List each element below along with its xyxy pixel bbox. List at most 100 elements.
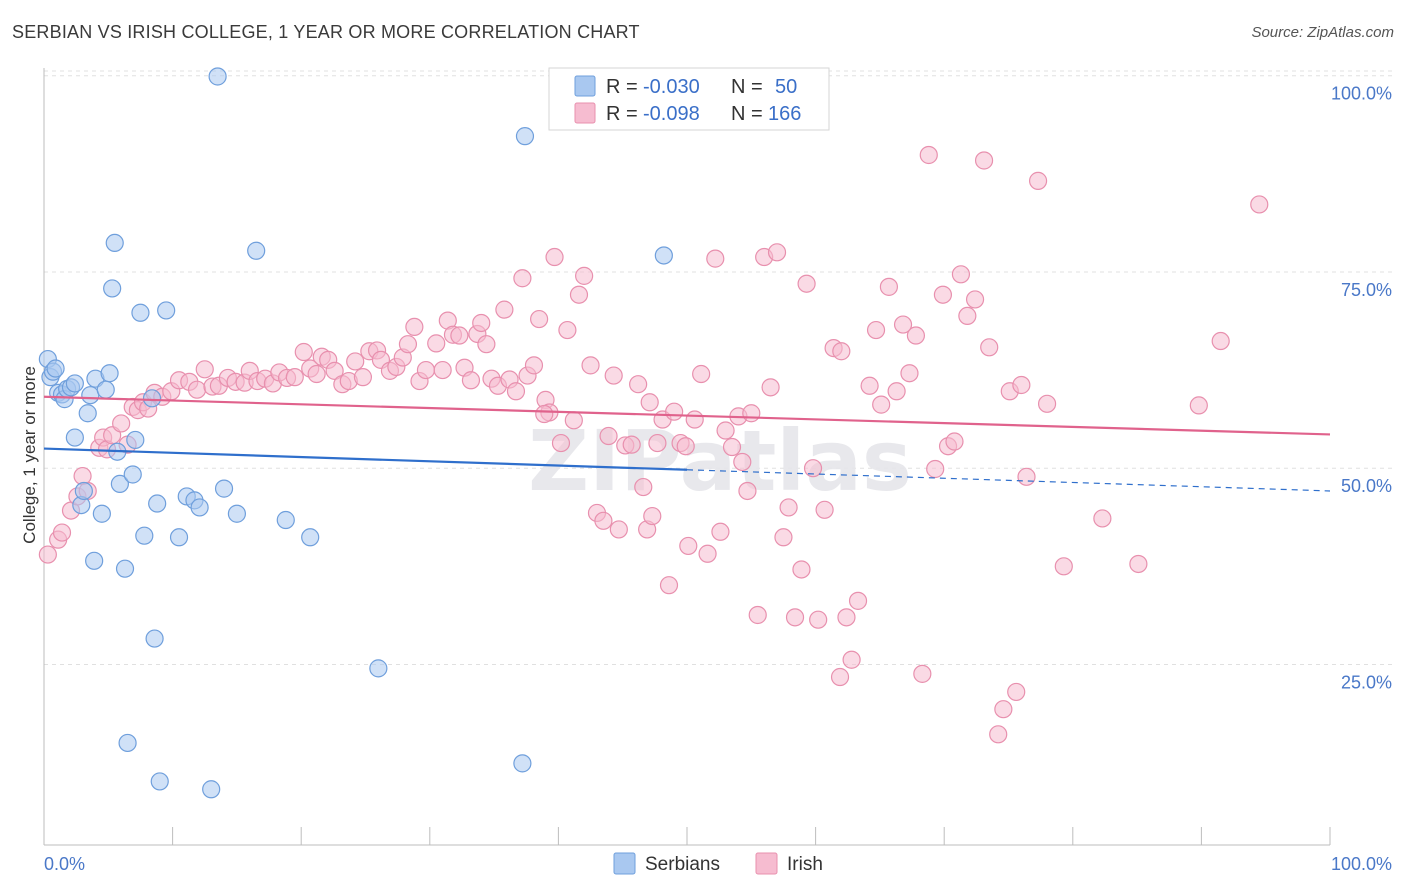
irish-point (965, 290, 985, 309)
irish-points (38, 145, 1269, 744)
irish-point (643, 506, 662, 526)
irish-point (325, 361, 344, 380)
irish-point (575, 266, 594, 285)
irish-point (945, 432, 964, 451)
irish-point (495, 300, 514, 319)
irish-point (659, 576, 679, 595)
irish-point (599, 426, 618, 446)
stats-legend: R = -0.030 N = 50 R = -0.098 N = 166 (548, 67, 830, 131)
irish-point (748, 605, 767, 625)
serbian-point (110, 474, 129, 493)
trend-lines (43, 395, 1331, 492)
irish-point (913, 664, 932, 683)
irish-point (919, 145, 938, 165)
irish-point (604, 366, 623, 385)
irish-point (785, 608, 805, 627)
irish-point (665, 402, 684, 421)
serbian-point (103, 279, 122, 298)
serbian-point (150, 772, 169, 791)
bottom-legend-swatch-irish (755, 852, 778, 875)
legend-swatch-serbians (574, 75, 596, 97)
irish-point (450, 326, 469, 345)
irish-point (1250, 195, 1269, 214)
irish-point (594, 511, 613, 530)
bottom-legend-irish: Irish (787, 854, 823, 875)
serbian-point (214, 479, 234, 498)
bottom-legend-swatch-serbians (613, 852, 636, 875)
irish-point (958, 306, 977, 326)
irish-point (187, 380, 207, 399)
serbian-point (115, 559, 135, 578)
serbian-point (92, 504, 111, 523)
irish-point (1017, 467, 1036, 486)
serbian-point (369, 659, 388, 678)
irish-point (738, 481, 757, 501)
irish-point (513, 269, 532, 288)
irish-point (346, 352, 365, 371)
irish-point (832, 342, 851, 361)
irish-point (195, 360, 214, 379)
irish-point (879, 277, 899, 296)
irish-point (294, 342, 313, 362)
irish-point (926, 459, 945, 479)
irish-point (906, 326, 926, 345)
irish-point (815, 500, 834, 519)
irish-point (848, 591, 868, 610)
legend-swatch-irish (574, 102, 596, 124)
y-tick-label: 25.0% (1341, 672, 1392, 692)
y-tick-label: 75.0% (1341, 280, 1392, 300)
irish-point (1093, 509, 1112, 528)
irish-point (872, 395, 891, 414)
irish-point (477, 335, 496, 354)
serbian-point (131, 303, 150, 322)
serbian-point (208, 67, 227, 86)
irish-point (506, 382, 526, 401)
irish-point (648, 433, 667, 453)
irish-point (698, 544, 717, 563)
irish-point (581, 356, 600, 375)
irish-point (1037, 394, 1057, 413)
irish-point (792, 560, 811, 579)
serbian-point (74, 481, 93, 501)
serbians-trend-extension (686, 469, 1331, 492)
irish-point (112, 414, 131, 433)
serbian-point (148, 494, 167, 513)
chart-title: SERBIAN VS IRISH COLLEGE, 1 YEAR OR MORE… (12, 22, 640, 42)
irish-point (779, 498, 798, 517)
axes (43, 68, 1331, 846)
serbian-point (145, 629, 164, 648)
irish-point (524, 356, 544, 375)
irish-point (692, 364, 711, 384)
irish-point (774, 528, 793, 547)
irish-point (989, 725, 1008, 744)
serbian-point (123, 465, 142, 484)
serbian-point (247, 241, 266, 260)
legend-r-value: -0.098 (643, 103, 700, 125)
irish-point (427, 334, 446, 353)
serbian-point (135, 526, 154, 545)
irish-point (767, 243, 787, 262)
irish-point (353, 368, 373, 387)
serbian-point (513, 754, 532, 773)
legend-n-label: N = (731, 103, 763, 125)
legend-r-value: -0.030 (643, 76, 700, 98)
irish-point (564, 411, 583, 430)
irish-point (416, 360, 436, 380)
y-axis-label: College, 1 year or more (20, 366, 39, 544)
irish-point (1189, 396, 1208, 415)
serbian-point (169, 528, 189, 547)
irish-point (609, 520, 628, 539)
serbian-point (515, 127, 535, 146)
legend-n-value: 50 (775, 76, 797, 98)
x-tick-label: 100.0% (1331, 854, 1392, 874)
serbian-point (85, 551, 104, 570)
irish-point (38, 545, 57, 564)
irish-point (887, 382, 906, 401)
irish-point (307, 364, 326, 384)
serbian-point (301, 528, 320, 547)
irish-point (640, 393, 659, 412)
irish-point (530, 309, 549, 329)
y-tick-label: 50.0% (1341, 476, 1392, 496)
irish-point (1129, 554, 1148, 574)
